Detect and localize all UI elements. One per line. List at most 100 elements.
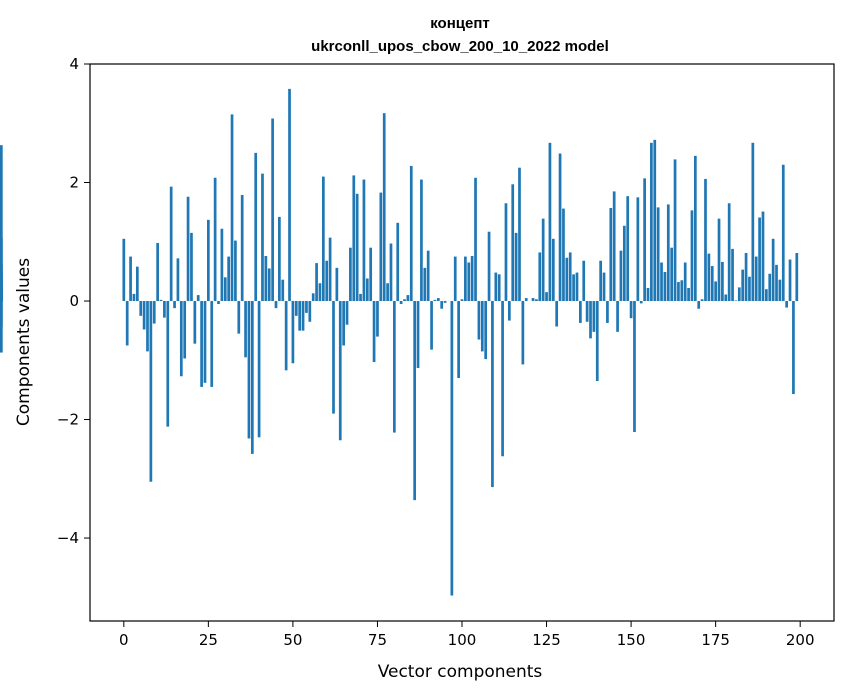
bar-component-14: [169, 186, 173, 302]
y-tick-label: 0: [69, 292, 79, 310]
bar-component-145: [612, 191, 616, 302]
y-axis-label: Components values: [14, 258, 34, 426]
bar-component-99: [457, 301, 460, 379]
bar-component-177: [721, 261, 724, 302]
bar-component-184: [744, 253, 748, 302]
x-tick-label: 100: [448, 631, 477, 649]
bar-component-85: [409, 165, 413, 302]
bar-component-89: [423, 267, 427, 302]
bar-component-174: [710, 266, 714, 302]
x-tick-label: 175: [701, 631, 730, 649]
x-axis-ticks: 0 25 50 75 100 125 150 175 200: [119, 621, 815, 649]
bar-component-23: [200, 301, 203, 387]
bar-component-122: [535, 299, 538, 302]
bar-component-164: [677, 282, 680, 302]
bar-component-undefined: [0, 301, 3, 353]
bar-component-119: [524, 298, 528, 302]
bar-component-185: [748, 276, 751, 302]
bar-component-151: [633, 301, 636, 432]
bar-component-74: [372, 301, 376, 363]
bar-component-181: [734, 300, 738, 302]
bar-component-186: [751, 142, 755, 302]
bar-component-159: [660, 262, 663, 302]
bar-component-57: [315, 263, 318, 302]
bar-component-110: [494, 272, 498, 302]
bar-component-112: [501, 301, 504, 457]
bar-component-26: [210, 301, 214, 387]
bar-component-148: [622, 225, 626, 302]
bar-component-173: [707, 253, 711, 302]
bar-component-42: [264, 255, 268, 302]
bar-component-123: [538, 252, 542, 302]
bar-component-20: [190, 232, 193, 302]
bar-component-5: [139, 301, 143, 316]
bar-component-1: [125, 301, 129, 346]
bar-component-86: [413, 301, 417, 501]
bar-component-126: [548, 142, 552, 302]
bar-component-100: [460, 299, 464, 302]
bar-component-139: [592, 301, 596, 332]
bar-component-116: [514, 232, 518, 302]
bar-component-63: [335, 267, 339, 302]
bar-component-40: [257, 301, 261, 438]
bar-component-87: [416, 301, 420, 368]
x-tick-label: 125: [532, 631, 561, 649]
bar-component-196: [785, 301, 789, 308]
bar-component-68: [352, 175, 356, 302]
bar-component-141: [599, 260, 603, 302]
bar-component-157: [653, 139, 657, 302]
bar-component-27: [213, 177, 217, 302]
bar-component-62: [332, 301, 335, 414]
bar-component-79: [389, 243, 393, 302]
bar-component-69: [355, 193, 359, 302]
bar-component-4: [135, 266, 139, 302]
bar-component-131: [565, 257, 569, 302]
bar-component-44: [271, 118, 274, 302]
bar-component-111: [497, 274, 501, 302]
chart-title: концепт: [430, 15, 490, 32]
bar-component-15: [173, 301, 176, 309]
bar-component-142: [602, 272, 606, 302]
bar-component-98: [453, 256, 457, 302]
bar-component-3: [132, 293, 136, 302]
bar-component-113: [504, 203, 508, 302]
bar-component-124: [541, 218, 545, 302]
bar-component-183: [741, 269, 745, 302]
bar-component-138: [589, 301, 592, 339]
bar-component-121: [531, 298, 535, 302]
bar-component-90: [426, 250, 430, 302]
bar-component-168: [690, 210, 694, 302]
bar-component-18: [183, 301, 187, 359]
bar-component-38: [250, 301, 254, 454]
bar-component-7: [146, 301, 149, 352]
bar-component-169: [693, 155, 697, 302]
bar-component-39: [254, 152, 258, 302]
bar-component-167: [687, 287, 690, 302]
bar-component-48: [284, 301, 288, 371]
bar-component-84: [406, 295, 410, 302]
bar-component-13: [166, 301, 170, 427]
bar-component-46: [278, 216, 281, 302]
bar-component-143: [606, 301, 609, 323]
bar-component-41: [261, 173, 264, 302]
bar-component-65: [342, 301, 345, 346]
bar-component-193: [775, 264, 778, 302]
bar-component-80: [393, 301, 396, 433]
x-tick-label: 150: [617, 631, 646, 649]
bar-component-undefined: [0, 237, 3, 302]
bar-component-153: [639, 301, 643, 304]
y-tick-label: 2: [69, 174, 79, 192]
y-axis-ticks: −4 −2 0 2 4: [57, 55, 90, 547]
bar-component-197: [788, 259, 792, 302]
bar-component-78: [386, 283, 389, 302]
bar-component-29: [220, 228, 224, 302]
bar-component-160: [663, 271, 667, 302]
bar-component-33: [234, 240, 237, 302]
bar-component-58: [318, 283, 322, 302]
x-tick-label: 0: [119, 631, 129, 649]
bar-component-47: [281, 279, 285, 302]
bar-component-182: [737, 287, 741, 302]
bar-component-166: [683, 262, 687, 302]
bar-component-77: [382, 113, 386, 302]
bar-component-195: [781, 164, 785, 302]
